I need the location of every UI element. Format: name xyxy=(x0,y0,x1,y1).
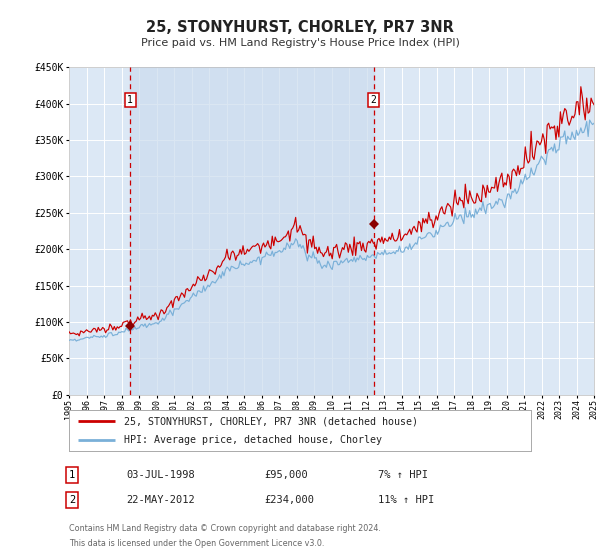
Text: 25, STONYHURST, CHORLEY, PR7 3NR: 25, STONYHURST, CHORLEY, PR7 3NR xyxy=(146,20,454,35)
Text: This data is licensed under the Open Government Licence v3.0.: This data is licensed under the Open Gov… xyxy=(69,539,325,548)
Text: 1: 1 xyxy=(127,95,133,105)
Text: £95,000: £95,000 xyxy=(264,470,308,480)
Text: 03-JUL-1998: 03-JUL-1998 xyxy=(126,470,195,480)
Text: Contains HM Land Registry data © Crown copyright and database right 2024.: Contains HM Land Registry data © Crown c… xyxy=(69,524,381,533)
Text: 1: 1 xyxy=(69,470,75,480)
Text: Price paid vs. HM Land Registry's House Price Index (HPI): Price paid vs. HM Land Registry's House … xyxy=(140,38,460,48)
Text: 2: 2 xyxy=(69,495,75,505)
Bar xyxy=(130,67,374,395)
Text: 2: 2 xyxy=(371,95,376,105)
Text: 25, STONYHURST, CHORLEY, PR7 3NR (detached house): 25, STONYHURST, CHORLEY, PR7 3NR (detach… xyxy=(124,417,418,426)
Text: HPI: Average price, detached house, Chorley: HPI: Average price, detached house, Chor… xyxy=(124,435,382,445)
Text: 11% ↑ HPI: 11% ↑ HPI xyxy=(378,495,434,505)
Text: 22-MAY-2012: 22-MAY-2012 xyxy=(126,495,195,505)
Text: 7% ↑ HPI: 7% ↑ HPI xyxy=(378,470,428,480)
Text: £234,000: £234,000 xyxy=(264,495,314,505)
